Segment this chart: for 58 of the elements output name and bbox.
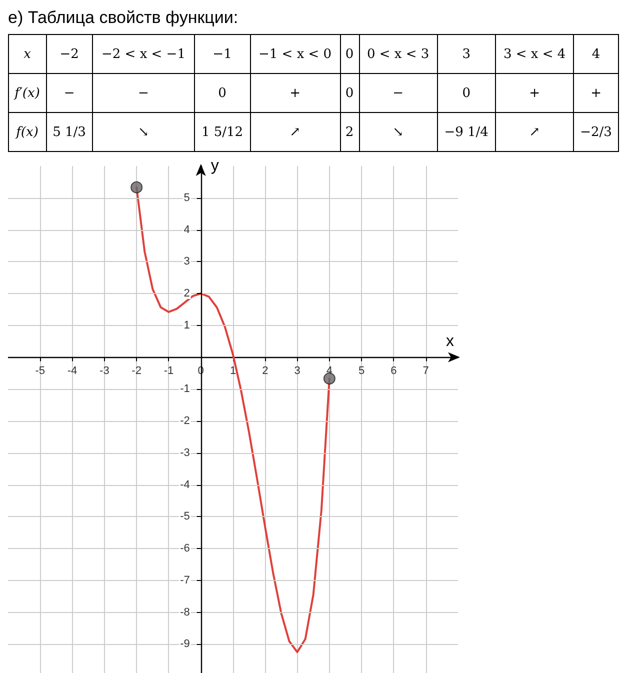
x-tick-label: -3 bbox=[100, 364, 110, 377]
text: 2 bbox=[340, 112, 360, 152]
text: −2 < x < −1 bbox=[92, 34, 194, 74]
text: − bbox=[46, 74, 92, 112]
text: 5 1/3 bbox=[46, 112, 92, 152]
text: − bbox=[359, 74, 438, 112]
text: f′(x) bbox=[8, 74, 46, 112]
x-tick-label: -1 bbox=[164, 364, 174, 377]
x-tick-label: 5 bbox=[358, 364, 365, 377]
x-tick-label: -4 bbox=[67, 364, 78, 377]
x-tick-label: -5 bbox=[35, 364, 46, 377]
y-axis-title: y bbox=[210, 158, 219, 174]
text: 4 bbox=[574, 34, 618, 74]
text: ↗ bbox=[250, 112, 340, 152]
x-tick-label: -2 bbox=[132, 364, 142, 377]
text: ↗ bbox=[496, 112, 574, 152]
y-tick-label: -3 bbox=[180, 446, 190, 459]
y-tick-label: 1 bbox=[184, 319, 190, 332]
text: ↘ bbox=[359, 112, 438, 152]
text: −1 < x < 0 bbox=[250, 34, 340, 74]
y-tick-label: -5 bbox=[180, 510, 190, 523]
x-tick-label: 1 bbox=[230, 364, 236, 377]
text: 0 bbox=[194, 74, 250, 112]
y-tick-label: -9 bbox=[180, 638, 190, 650]
text: 3 bbox=[437, 34, 496, 74]
text: −9 1/4 bbox=[437, 112, 496, 152]
text: + bbox=[250, 74, 340, 112]
y-tick-label: -8 bbox=[180, 606, 190, 618]
y-tick-label: -2 bbox=[180, 415, 190, 427]
y-tick-label: -1 bbox=[180, 383, 190, 396]
text: 3 < x < 4 bbox=[496, 34, 574, 74]
y-tick-label: 3 bbox=[184, 256, 190, 268]
text: 0 < x < 3 bbox=[359, 34, 438, 74]
x-tick-label: 7 bbox=[422, 364, 429, 377]
text: x bbox=[8, 34, 46, 74]
y-tick-label: 4 bbox=[184, 224, 190, 236]
text: + bbox=[496, 74, 574, 112]
text: f(x) bbox=[8, 112, 46, 152]
y-tick-label: -4 bbox=[180, 478, 190, 491]
y-tick-label: 5 bbox=[184, 192, 190, 204]
x-axis-title: x bbox=[446, 332, 454, 350]
y-tick-label: 2 bbox=[184, 288, 190, 300]
text: 0 bbox=[340, 34, 360, 74]
y-tick-label: -7 bbox=[180, 574, 190, 586]
text: − bbox=[92, 74, 194, 112]
text: 1 5/12 bbox=[194, 112, 250, 152]
text: + bbox=[574, 74, 618, 112]
y-tick-label: -6 bbox=[180, 542, 190, 554]
text: 0 bbox=[437, 74, 496, 112]
text: −2/3 bbox=[574, 112, 618, 152]
text: −2 bbox=[46, 34, 92, 74]
text: −1 bbox=[194, 34, 250, 74]
text: ↘ bbox=[92, 112, 194, 152]
x-tick-label: 3 bbox=[294, 364, 300, 377]
chart-title: е) Таблица свойств функции: bbox=[8, 8, 240, 28]
text: 0 bbox=[340, 74, 360, 112]
x-tick-label: 2 bbox=[262, 364, 268, 377]
x-tick-label: 6 bbox=[390, 364, 397, 377]
